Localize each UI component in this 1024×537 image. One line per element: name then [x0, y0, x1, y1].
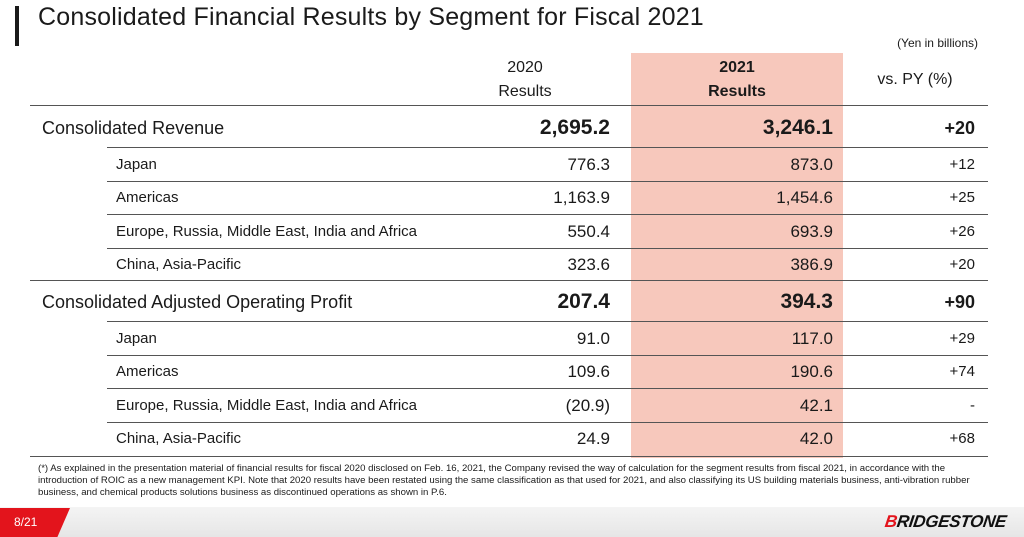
row-label: Europe, Russia, Middle East, India and A… — [116, 223, 417, 240]
value-vs-py: +29 — [949, 330, 975, 347]
value-2021: 386.9 — [790, 255, 833, 274]
row-label: Americas — [116, 189, 179, 206]
header-2021: 2021 Results — [631, 56, 843, 104]
value-2020: (20.9) — [565, 396, 610, 415]
value-vs-py: +90 — [944, 292, 975, 312]
value-2020: 207.4 — [557, 290, 610, 313]
table-row: Europe, Russia, Middle East, India and A… — [30, 215, 988, 249]
value-vs-py: +74 — [949, 363, 975, 380]
table-row: Americas 109.6 190.6 +74 — [30, 355, 988, 389]
row-label: China, Asia-Pacific — [116, 256, 242, 273]
value-vs-py: +68 — [949, 430, 975, 447]
header-2021-year: 2021 — [719, 59, 755, 76]
page-number: 8/21 — [14, 515, 38, 529]
header-2020: 2020 Results — [470, 56, 580, 104]
value-vs-py: +20 — [949, 256, 975, 273]
value-2021: 117.0 — [791, 329, 833, 348]
value-vs-py: +20 — [944, 118, 975, 138]
value-2021: 873.0 — [790, 155, 833, 174]
header-2020-label: Results — [498, 83, 552, 100]
row-label: China, Asia-Pacific — [116, 430, 242, 447]
header-2021-label: Results — [708, 83, 766, 100]
table-row: Japan 776.3 873.0 +12 — [30, 148, 988, 182]
row-label: Consolidated Revenue — [42, 118, 225, 138]
fy2021-highlight-column — [631, 53, 843, 458]
unit-note: (Yen in billions) — [897, 36, 978, 50]
table-row: China, Asia-Pacific 24.9 42.0 +68 — [30, 422, 988, 456]
bridgestone-logo: BRIDGESTONE — [884, 512, 1008, 532]
row-divider — [107, 147, 988, 148]
value-vs-py: - — [970, 397, 975, 414]
row-divider — [107, 422, 988, 423]
footnote: (*) As explained in the presentation mat… — [38, 463, 970, 498]
value-2020: 109.6 — [567, 362, 610, 381]
value-2021: 693.9 — [790, 222, 833, 241]
header-vs-py: vs. PY (%) — [877, 71, 953, 88]
value-2021: 42.0 — [799, 429, 833, 448]
value-vs-py: +26 — [949, 223, 975, 240]
row-label: Europe, Russia, Middle East, India and A… — [116, 397, 417, 414]
value-2020: 91.0 — [576, 329, 610, 348]
value-vs-py: +25 — [949, 189, 975, 206]
table-row: Americas 1,163.9 1,454.6 +25 — [30, 181, 988, 215]
value-2021: 3,246.1 — [762, 116, 833, 139]
value-2020: 323.6 — [567, 255, 610, 274]
value-2021: 1,454.6 — [776, 188, 833, 207]
value-2020: 550.4 — [567, 222, 610, 241]
table-row-consolidated-operating-profit: Consolidated Adjusted Operating Profit 2… — [30, 285, 988, 319]
value-vs-py: +12 — [949, 156, 975, 173]
table-row: Europe, Russia, Middle East, India and A… — [30, 389, 988, 423]
table-row: Japan 91.0 117.0 +29 — [30, 322, 988, 356]
value-2020: 776.3 — [567, 155, 610, 174]
value-2020: 24.9 — [576, 429, 610, 448]
section-divider — [30, 280, 988, 281]
value-2020: 2,695.2 — [539, 116, 610, 139]
value-2021: 394.3 — [780, 290, 833, 313]
header-2020-year: 2020 — [507, 59, 543, 76]
row-label: Japan — [116, 156, 157, 173]
value-2020: 1,163.9 — [553, 188, 610, 207]
page-number-tab — [0, 508, 70, 537]
row-divider — [107, 248, 988, 249]
footer-bar — [0, 507, 1024, 537]
table-row-consolidated-revenue: Consolidated Revenue 2,695.2 3,246.1 +20 — [30, 111, 988, 145]
row-divider — [107, 214, 988, 215]
row-divider — [107, 321, 988, 322]
row-divider — [107, 181, 988, 182]
table-row: China, Asia-Pacific 323.6 386.9 +20 — [30, 248, 988, 282]
value-2021: 190.6 — [790, 362, 833, 381]
row-label: Consolidated Adjusted Operating Profit — [42, 292, 353, 312]
table-bottom-border — [30, 456, 988, 457]
row-divider — [107, 355, 988, 356]
title-accent-bar — [15, 6, 19, 46]
value-2021: 42.1 — [799, 396, 833, 415]
row-divider — [107, 388, 988, 389]
page-title: Consolidated Financial Results by Segmen… — [38, 3, 704, 31]
row-label: Americas — [116, 363, 179, 380]
logo-rest: RIDGESTONE — [895, 512, 1008, 531]
header-divider — [30, 105, 988, 106]
row-label: Japan — [116, 330, 157, 347]
